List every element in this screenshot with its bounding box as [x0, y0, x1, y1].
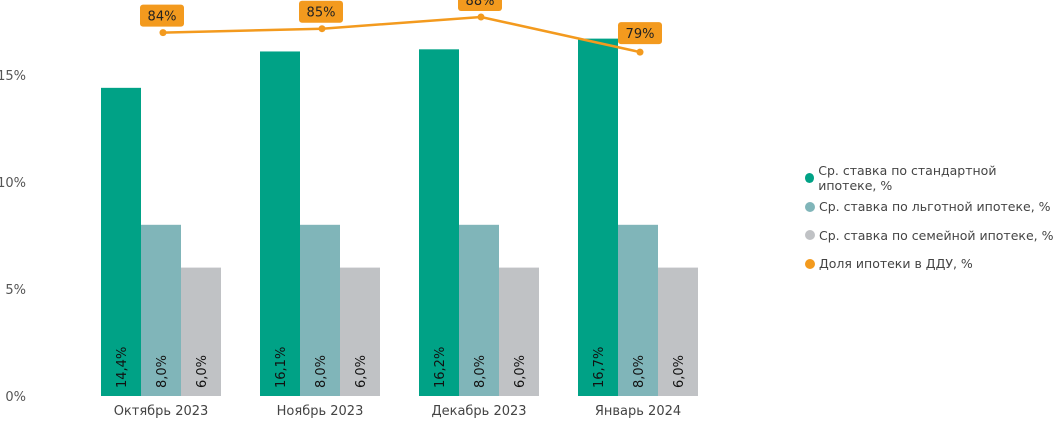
bar-data-label: 16,2%: [433, 347, 448, 388]
line-point: [477, 13, 485, 21]
legend-label: Ср. ставка по семейной ипотеке, %: [819, 227, 1054, 243]
legend-marker-icon: [805, 258, 815, 269]
bar: [618, 224, 658, 396]
line-point: [159, 29, 167, 37]
legend-label: Ср. ставка по льготной ипотеке, %: [819, 199, 1051, 215]
legend-item: Ср. ставка по льготной ипотеке, %: [805, 193, 1055, 222]
legend-item: Ср. ставка по семейной ипотеке, %: [805, 221, 1055, 250]
bar: [340, 267, 380, 396]
line-data-label: 84%: [148, 10, 177, 25]
x-tick-label: Ноябрь 2023: [277, 404, 364, 419]
bar: [459, 224, 499, 396]
bar: [419, 49, 459, 396]
bar-data-label: 14,4%: [115, 347, 130, 388]
legend: Ср. ставка по стандартной ипотеке, % Ср. …: [805, 163, 1055, 279]
x-tick-label: Декабрь 2023: [431, 404, 526, 419]
bar-data-label: 8,0%: [155, 355, 170, 388]
y-tick-label: 0%: [5, 390, 26, 405]
legend-marker-icon: [805, 230, 815, 241]
legend-marker-icon: [805, 201, 815, 212]
bar-data-label: 6,0%: [672, 355, 687, 388]
bar: [181, 267, 221, 396]
bar: [578, 38, 618, 397]
bar: [658, 267, 698, 396]
bar-data-label: 8,0%: [314, 355, 329, 388]
legend-item: Доля ипотеки в ДДУ, %: [805, 250, 1055, 279]
line-data-label: 79%: [626, 27, 655, 42]
y-tick-label: 10%: [0, 176, 26, 191]
legend-item: Ср. ставка по стандартной ипотеке, %: [805, 163, 1055, 194]
line-label-box: [140, 4, 184, 27]
legend-label: Ср. ставка по стандартной ипотеке, %: [818, 163, 997, 194]
line-series: [162, 15, 641, 54]
bar: [141, 224, 181, 396]
bar: [499, 267, 539, 396]
bar-data-label: 16,1%: [274, 347, 289, 388]
line-label-box: [618, 22, 662, 45]
bar-data-label: 6,0%: [513, 355, 528, 388]
x-tick-label: Октябрь 2023: [114, 404, 209, 419]
bar: [101, 87, 141, 396]
y-tick-label: 15%: [0, 69, 26, 84]
line-data-label: 88%: [466, 0, 495, 9]
legend-label: Доля ипотеки в ДДУ, %: [819, 256, 973, 272]
line-label-box: [458, 0, 502, 11]
line-label-box: [299, 0, 343, 23]
bar-data-label: 8,0%: [473, 355, 488, 388]
legend-marker-icon: [805, 173, 815, 184]
line-data-label: 85%: [307, 6, 336, 21]
bar-data-label: 16,7%: [592, 347, 607, 388]
x-tick-label: Январь 2024: [595, 404, 681, 419]
bar-data-label: 6,0%: [354, 355, 369, 388]
bar: [300, 224, 340, 396]
bar-data-label: 6,0%: [195, 355, 210, 388]
bar-data-label: 8,0%: [632, 355, 647, 388]
line-point: [636, 48, 644, 56]
y-tick-label: 5%: [5, 283, 26, 298]
bar: [260, 51, 300, 397]
line-point: [318, 25, 326, 33]
